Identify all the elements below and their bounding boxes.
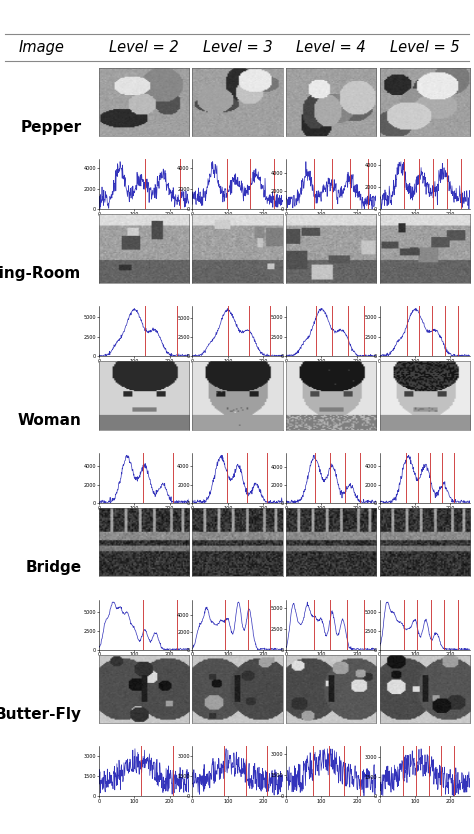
Text: Level = 3: Level = 3 <box>203 40 273 55</box>
Text: Woman: Woman <box>18 414 82 428</box>
Text: Level = 5: Level = 5 <box>390 40 460 55</box>
Text: Image: Image <box>19 40 65 55</box>
Text: Pepper: Pepper <box>20 120 82 134</box>
Text: Living-Room: Living-Room <box>0 267 82 281</box>
Text: Level = 2: Level = 2 <box>109 40 179 55</box>
Text: Bridge: Bridge <box>25 560 82 575</box>
Text: Butter-Fly: Butter-Fly <box>0 707 82 721</box>
Text: Level = 4: Level = 4 <box>296 40 366 55</box>
